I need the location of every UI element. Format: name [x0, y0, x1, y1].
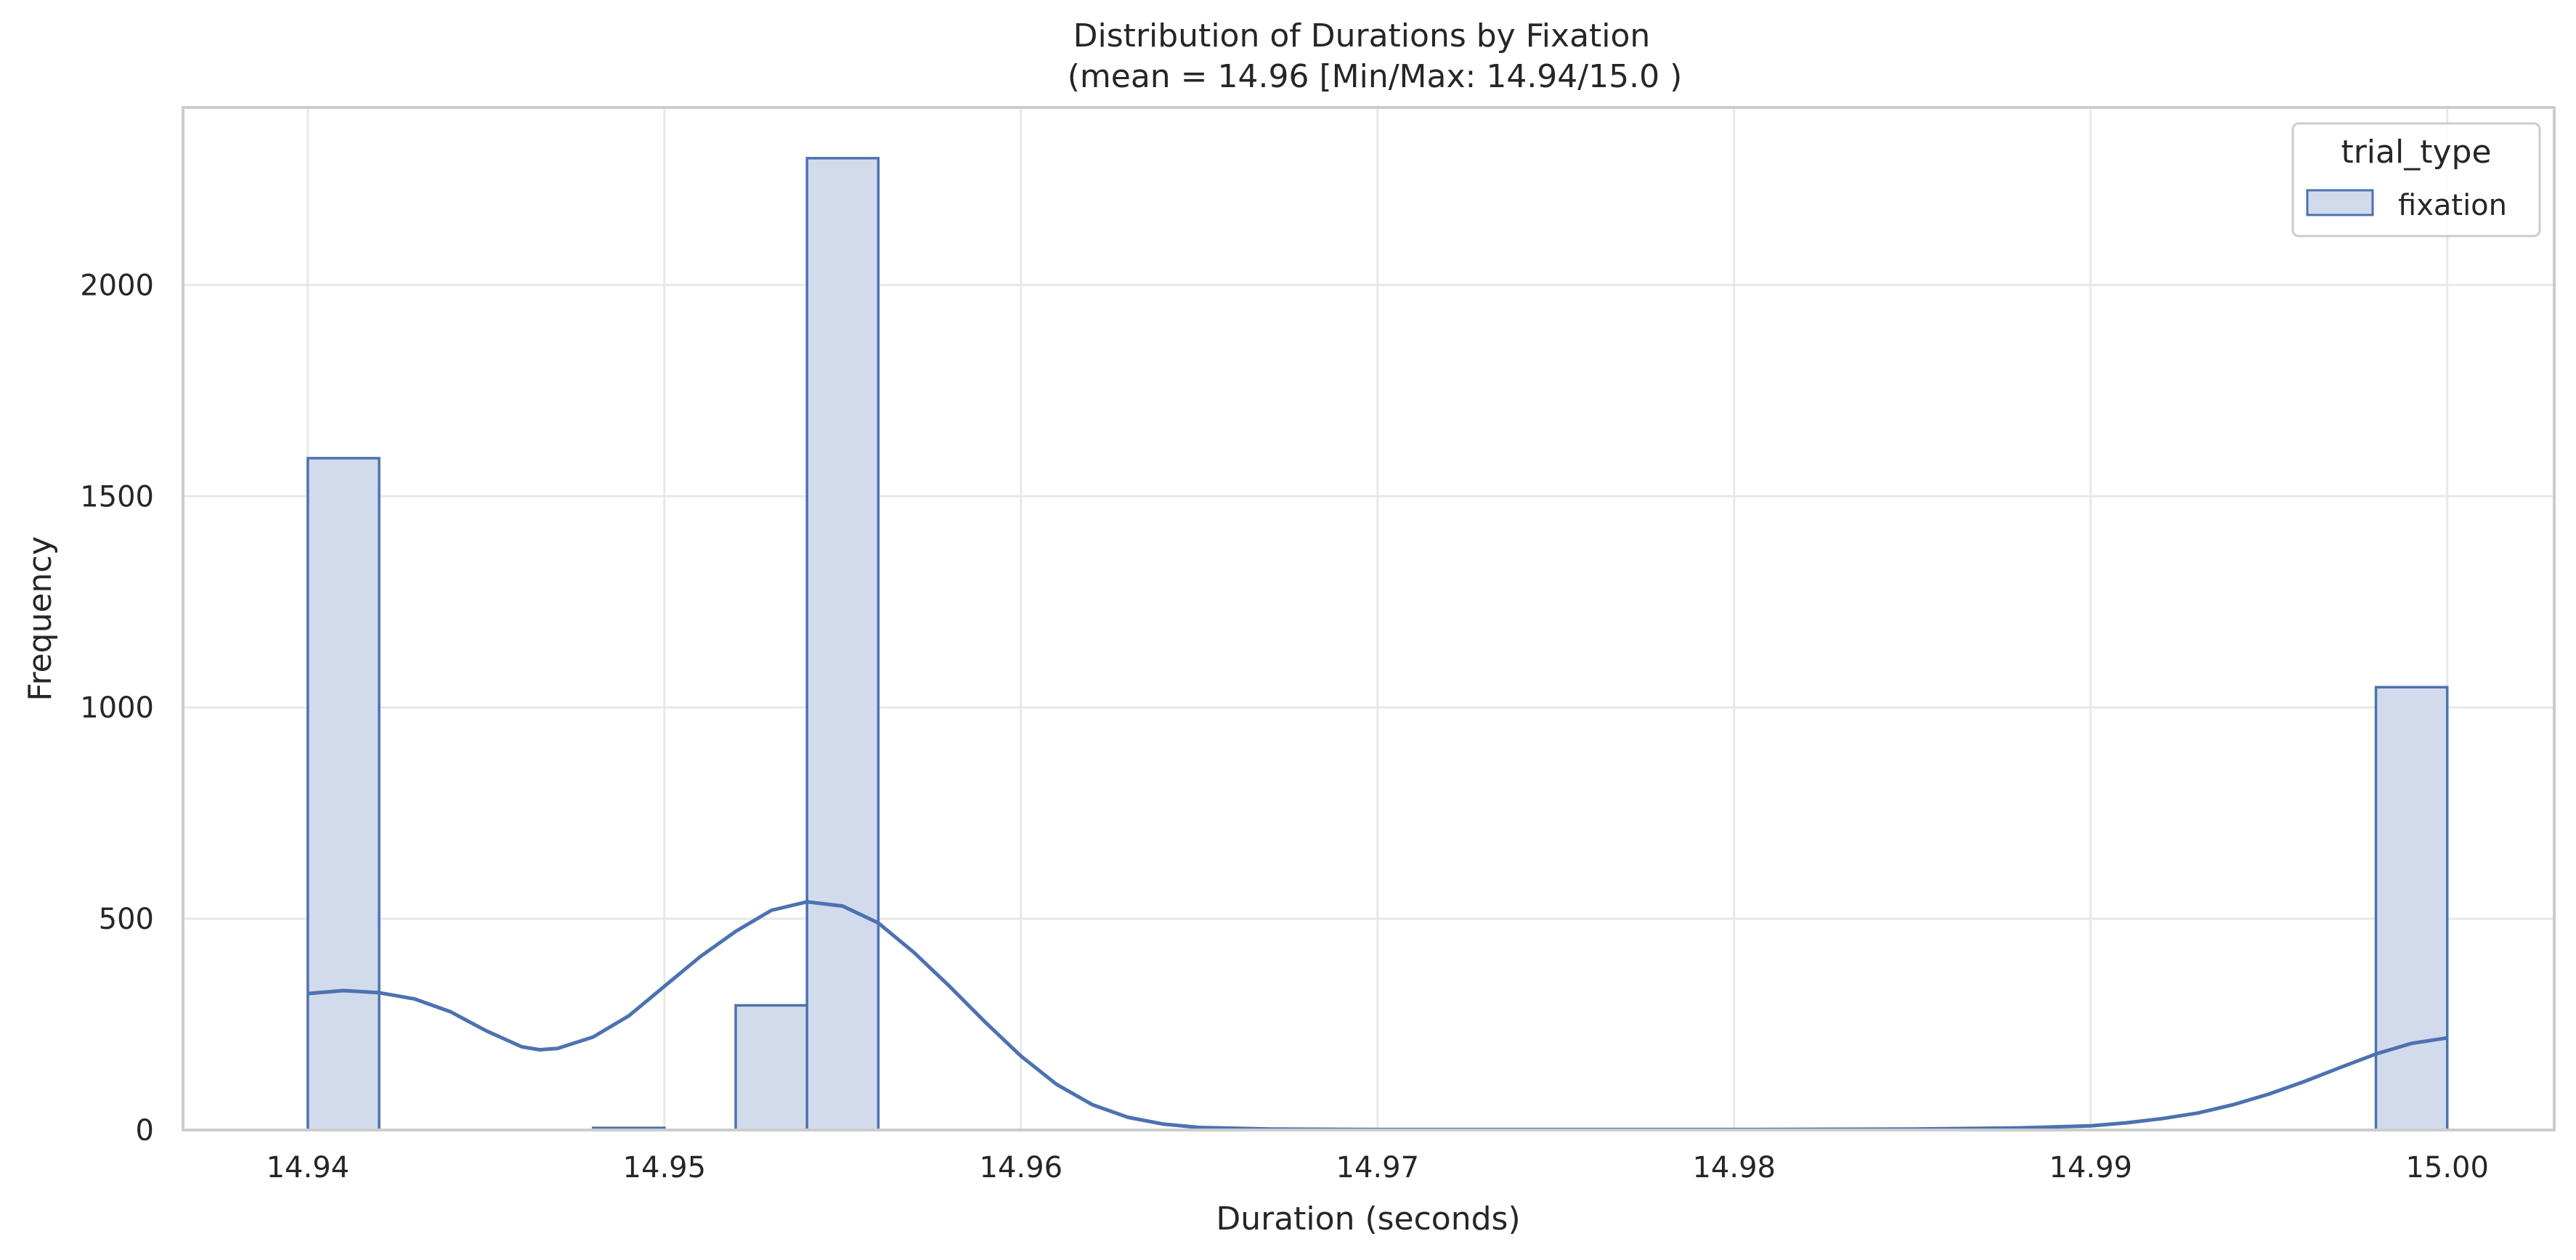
x-tick-label: 14.95 [623, 1151, 707, 1184]
legend-entry-fixation: fixation [2398, 189, 2507, 222]
x-axis-label: Duration (seconds) [1216, 1200, 1520, 1237]
grid-lines [183, 107, 2554, 1131]
histogram-bar [805, 157, 880, 1131]
histogram-bar [734, 1004, 808, 1131]
x-tick-label: 14.96 [980, 1151, 1063, 1184]
y-tick-label: 0 [136, 1114, 154, 1147]
kde-curve [307, 900, 2448, 1131]
legend: trial_type fixation [2291, 122, 2541, 237]
x-tick-label: 14.99 [2049, 1151, 2132, 1184]
x-tick-label: 15.00 [2405, 1151, 2489, 1184]
y-tick-label: 500 [99, 903, 154, 936]
x-tick-label: 14.97 [1336, 1151, 1420, 1184]
y-tick-label: 1500 [80, 480, 154, 513]
x-axis-ticks: 14.94 14.95 14.96 14.97 14.98 14.99 15.00 [267, 1151, 2489, 1184]
y-axis-label: Frequency [22, 536, 59, 701]
kde-line [307, 900, 2448, 1131]
chart-title-line1: Distribution of Durations by Fixation [1073, 17, 1651, 54]
x-tick-label: 14.98 [1692, 1151, 1776, 1184]
histogram-bar [306, 457, 381, 1131]
y-tick-label: 2000 [80, 269, 154, 302]
chart-title-line2: (mean = 14.96 [Min/Max: 14.94/15.0 ) [1068, 58, 1682, 95]
legend-swatch [2306, 189, 2374, 216]
histogram-bars [306, 157, 2449, 1131]
y-axis-ticks: 0 500 1000 1500 2000 [80, 269, 154, 1147]
plot-frame [182, 106, 2556, 1131]
x-tick-label: 14.94 [267, 1151, 350, 1184]
histogram-bar [2374, 686, 2449, 1131]
legend-title: trial_type [2341, 134, 2491, 171]
y-tick-label: 1000 [80, 691, 154, 725]
